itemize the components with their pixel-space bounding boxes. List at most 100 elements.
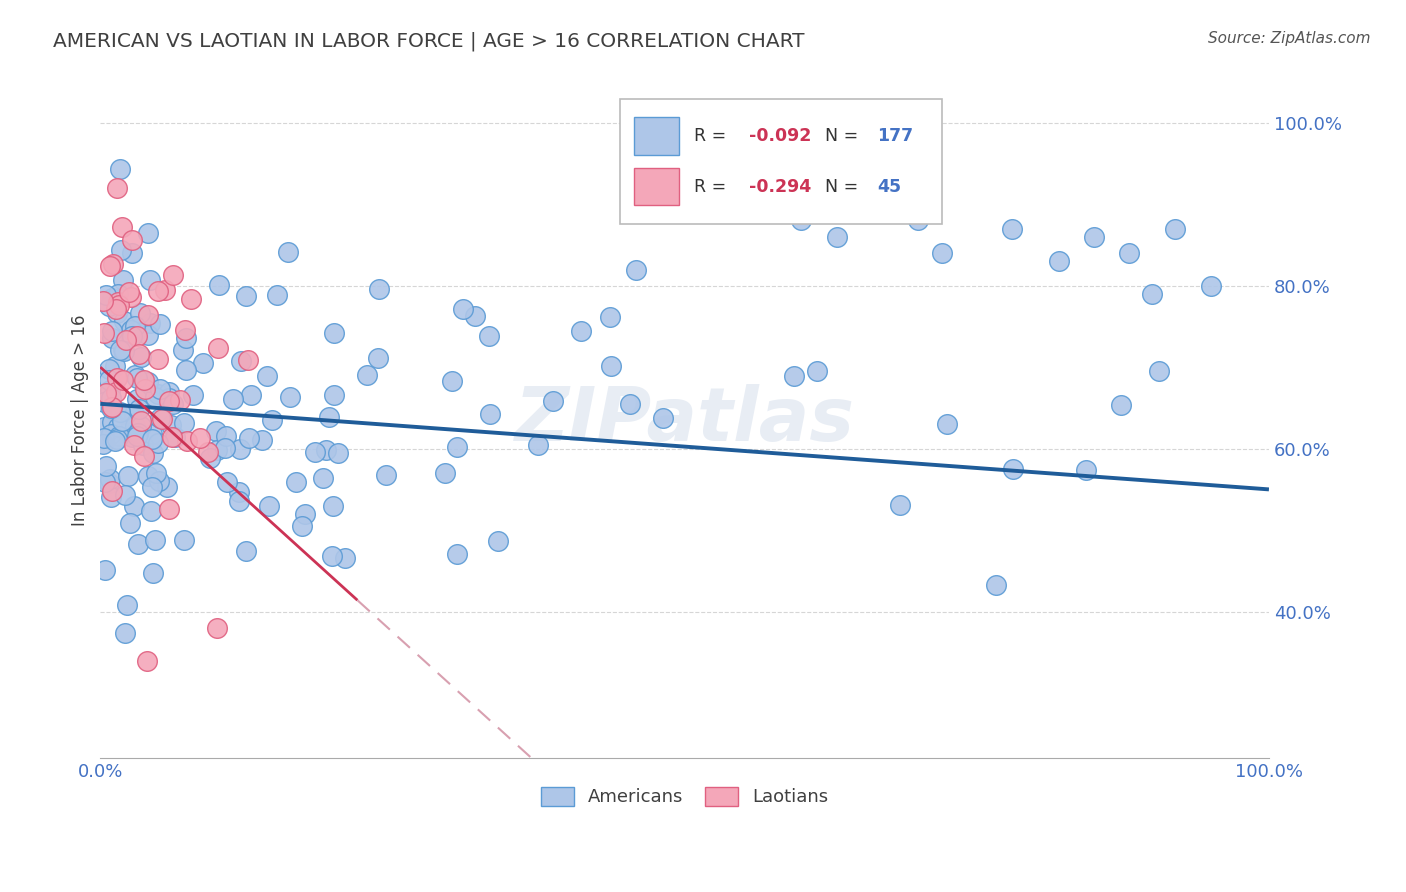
Point <box>108 343 131 357</box>
Point <box>98 472 121 486</box>
Point <box>446 547 468 561</box>
Bar <box>634 169 679 205</box>
Point <box>157 393 180 408</box>
Point <box>128 346 150 360</box>
Point <box>278 390 301 404</box>
Point <box>527 438 550 452</box>
Point <box>169 393 191 408</box>
Point <box>291 519 314 533</box>
Point <box>136 308 159 322</box>
Point <box>215 429 238 443</box>
Point <box>176 434 198 449</box>
Point <box>478 329 501 343</box>
Point <box>122 438 145 452</box>
Point <box>235 543 257 558</box>
Point <box>93 431 115 445</box>
Point <box>600 359 623 373</box>
Point <box>122 500 145 514</box>
Point <box>1199 278 1222 293</box>
Point <box>148 474 170 488</box>
Point <box>128 401 150 416</box>
Point <box>335 551 357 566</box>
Text: -0.092: -0.092 <box>749 127 811 145</box>
Point <box>141 427 163 442</box>
Point <box>100 391 122 405</box>
Point <box>101 291 124 305</box>
Point <box>115 598 138 612</box>
Point <box>599 310 621 324</box>
Point <box>129 419 152 434</box>
Point <box>131 414 153 428</box>
Point <box>149 317 172 331</box>
Point <box>1001 221 1024 235</box>
Point <box>134 382 156 396</box>
Point <box>162 397 184 411</box>
Point <box>825 229 848 244</box>
Point <box>139 273 162 287</box>
Point <box>569 324 592 338</box>
Point <box>121 246 143 260</box>
Point <box>114 334 136 348</box>
Text: 45: 45 <box>877 178 901 195</box>
Point <box>486 534 509 549</box>
Point <box>367 351 389 365</box>
Point <box>114 625 136 640</box>
Point <box>1083 229 1105 244</box>
Point <box>872 197 894 211</box>
Point <box>152 412 174 426</box>
Point <box>205 425 228 439</box>
Point <box>125 324 148 338</box>
Point <box>148 284 170 298</box>
Point <box>118 285 141 299</box>
Point <box>110 243 132 257</box>
Point <box>156 480 179 494</box>
Point <box>931 246 953 260</box>
Point <box>367 282 389 296</box>
Point <box>134 449 156 463</box>
Point <box>108 161 131 176</box>
Point <box>157 502 180 516</box>
Point <box>315 443 337 458</box>
Point <box>124 319 146 334</box>
Point <box>321 549 343 563</box>
Point <box>250 433 273 447</box>
Text: N =: N = <box>825 127 863 145</box>
Bar <box>634 118 679 154</box>
Point <box>124 419 146 434</box>
Point <box>323 388 346 402</box>
Point <box>160 430 183 444</box>
Point <box>783 368 806 383</box>
Point <box>93 294 115 309</box>
Point <box>374 468 396 483</box>
Point <box>91 437 114 451</box>
Point <box>105 305 128 319</box>
Point <box>239 388 262 402</box>
Point <box>215 475 238 489</box>
Point <box>146 436 169 450</box>
Point <box>266 287 288 301</box>
Text: R =: R = <box>695 127 731 145</box>
Point <box>124 368 146 383</box>
Point <box>157 391 180 405</box>
Point <box>479 408 502 422</box>
Text: -0.294: -0.294 <box>749 178 811 195</box>
Point <box>149 382 172 396</box>
Point <box>148 387 170 401</box>
Point <box>132 438 155 452</box>
Point <box>173 533 195 547</box>
Point <box>94 475 117 490</box>
Point <box>907 213 929 227</box>
Point <box>107 287 129 301</box>
Point <box>229 353 252 368</box>
Text: N =: N = <box>825 178 863 195</box>
Point <box>101 415 124 429</box>
Point <box>191 355 214 369</box>
Point <box>127 426 149 441</box>
Point <box>256 369 278 384</box>
Point <box>806 364 828 378</box>
Point <box>172 343 194 357</box>
Point <box>127 537 149 551</box>
Text: ZIPatlas: ZIPatlas <box>515 384 855 457</box>
Point <box>318 409 340 424</box>
Point <box>93 394 115 409</box>
